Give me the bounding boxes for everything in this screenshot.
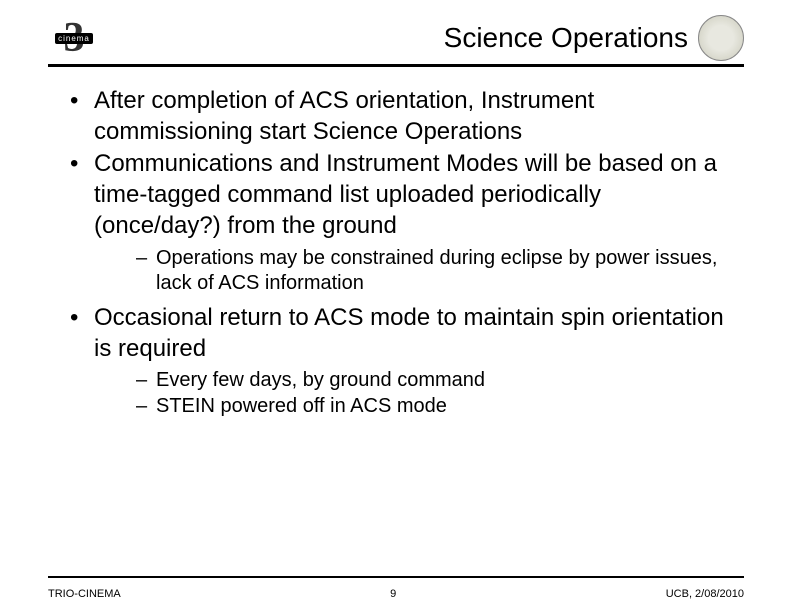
- sub-text: STEIN powered off in ACS mode: [156, 395, 447, 417]
- footer-page-number: 9: [121, 588, 666, 600]
- sub-text: Every few days, by ground command: [156, 369, 485, 391]
- bullet-list: After completion of ACS orientation, Ins…: [58, 86, 734, 419]
- bullet-item: Occasional return to ACS mode to maintai…: [58, 303, 734, 420]
- slide-header: 3 cinema Science Operations: [48, 12, 744, 64]
- slide-content: After completion of ACS orientation, Ins…: [58, 86, 734, 425]
- sub-item: Operations may be constrained during ecl…: [94, 246, 734, 297]
- bullet-item: Communications and Instrument Modes will…: [58, 149, 734, 296]
- header-divider: [48, 64, 744, 67]
- logo-left-text: cinema: [55, 33, 93, 44]
- sub-list: Operations may be constrained during ecl…: [94, 246, 734, 297]
- sub-item: Every few days, by ground command: [94, 368, 734, 394]
- logo-left-icon: 3 cinema: [48, 15, 100, 61]
- slide-footer: TRIO-CINEMA 9 UCB, 2/08/2010: [48, 588, 744, 600]
- footer-left: TRIO-CINEMA: [48, 588, 121, 600]
- bullet-item: After completion of ACS orientation, Ins…: [58, 86, 734, 147]
- slide-title: Science Operations: [100, 22, 698, 54]
- sub-list: Every few days, by ground command STEIN …: [94, 368, 734, 419]
- bullet-text: Communications and Instrument Modes will…: [94, 150, 717, 238]
- footer-right: UCB, 2/08/2010: [666, 588, 744, 600]
- sub-item: STEIN powered off in ACS mode: [94, 394, 734, 420]
- logo-right-icon: [698, 15, 744, 61]
- bullet-text: After completion of ACS orientation, Ins…: [94, 87, 594, 145]
- sub-text: Operations may be constrained during ecl…: [156, 247, 717, 295]
- footer-divider: [48, 576, 744, 578]
- bullet-text: Occasional return to ACS mode to maintai…: [94, 304, 724, 362]
